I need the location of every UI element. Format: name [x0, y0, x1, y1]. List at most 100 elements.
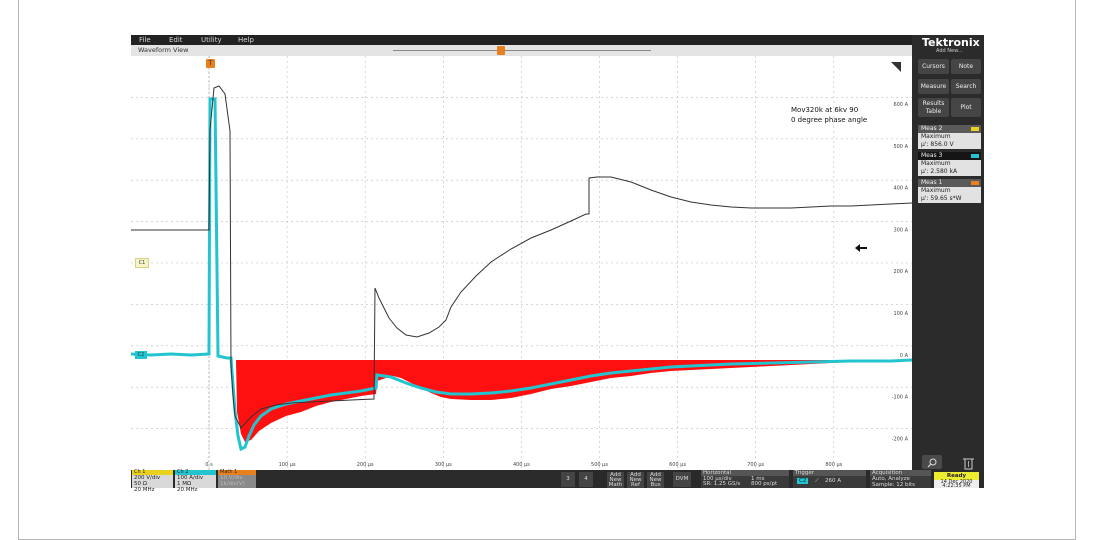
- channel-4-button[interactable]: 4: [579, 472, 593, 487]
- meas-1-badge[interactable]: Meas 1 Maximum μ': 59.65 s*W: [918, 179, 981, 203]
- acquisition-mode: Auto, Analyze: [872, 476, 910, 482]
- date-time: 14 Dec 2020 4:22:35 PM: [934, 479, 979, 489]
- trash-icon: [963, 458, 974, 470]
- meas-1-value: μ': 59.65 s*W: [921, 195, 962, 202]
- trigger-title: Trigger: [793, 470, 866, 476]
- time-axis-labels: 0 s 100 µs 200 µs 300 µs 400 µs 500 µs 600 µs 7…: [205, 462, 842, 468]
- ch1-impedance: 50 Ω: [134, 481, 147, 487]
- horizontal-sample-rate: SR: 1.25 GS/s: [703, 481, 741, 487]
- add-new-ref-button[interactable]: Add New Ref: [627, 472, 644, 488]
- acquisition-sample: Sample: 12 bits: [872, 482, 916, 488]
- ch1-ground-marker[interactable]: C1: [135, 258, 149, 268]
- axis-label: 500 A: [893, 144, 908, 150]
- overview-position-handle[interactable]: [497, 46, 505, 55]
- horizontal-badge[interactable]: Horizontal 100 µs/div 1 ms SR: 1.25 GS/s 8…: [701, 470, 789, 488]
- meas-1-type: Maximum: [921, 187, 951, 194]
- axis-label: 100 A: [893, 311, 908, 317]
- meas-1-name: Meas 1: [921, 179, 943, 186]
- waveform-plot[interactable]: 600 A 500 A 400 A 300 A 200 A 100 A 0 A -100 A -…: [131, 56, 912, 470]
- meas-2-type: Maximum: [921, 133, 951, 140]
- add-ref-label-3: Ref: [631, 482, 640, 488]
- ch2-title: Ch 2: [175, 470, 216, 475]
- axis-label: 300 A: [893, 227, 908, 233]
- ch1-badge[interactable]: Ch 1 200 V/div 50 Ω 20 MHz: [132, 470, 173, 493]
- ch2-scale: 100 A/div: [177, 475, 204, 481]
- plot-button[interactable]: Plot: [951, 98, 981, 117]
- add-math-label-2: New: [609, 477, 622, 483]
- settings-bar: Ch 1 200 V/div 50 Ω 20 MHz Ch 2 100 A/di…: [131, 470, 984, 493]
- zoom-button[interactable]: [922, 455, 942, 469]
- math1-title: Math 1: [218, 470, 256, 475]
- trigger-level: 260 A: [825, 478, 842, 484]
- waveform-canvas: 600 A 500 A 400 A 300 A 200 A 100 A 0 A -100 A -…: [131, 56, 912, 470]
- search-button[interactable]: Search: [951, 79, 981, 94]
- add-bus-label-1: Add: [650, 472, 661, 478]
- add-new-math-button[interactable]: Add New Math: [607, 472, 624, 488]
- status-date: 14 Dec 2020: [940, 479, 973, 485]
- meas-3-type: Maximum: [921, 160, 951, 167]
- status-time: 4:22:35 PM: [942, 483, 971, 489]
- axis-label: 200 A: [893, 269, 908, 275]
- ch2-bandwidth: 20 MHz: [177, 487, 198, 493]
- time-label: 200 µs: [357, 462, 374, 468]
- acquisition-title: Acquisition: [870, 470, 931, 476]
- ch2-impedance: 1 MΩ: [177, 481, 192, 487]
- dvm-button[interactable]: DVM: [673, 472, 691, 487]
- ch1-scale: 200 V/div: [134, 475, 161, 481]
- trigger-source: C2: [797, 478, 809, 484]
- meas-1-color-chip: [971, 181, 979, 185]
- ch1-bandwidth: 20 MHz: [134, 487, 155, 493]
- trigger-slope-icon: ⟋: [815, 478, 819, 484]
- horizontal-resolution: 800 ps/pt: [751, 481, 778, 487]
- channel-3-button[interactable]: 3: [561, 472, 575, 487]
- current-waveform-trace: [131, 97, 912, 452]
- menu-utility[interactable]: Utility: [201, 36, 222, 44]
- menu-file[interactable]: File: [139, 36, 151, 44]
- axis-label: 0 A: [900, 353, 909, 359]
- meas-2-color-chip: [971, 127, 979, 131]
- menu-help[interactable]: Help: [238, 36, 254, 44]
- time-label: 700 µs: [747, 462, 764, 468]
- trigger-position-marker[interactable]: T: [206, 59, 215, 68]
- measure-button[interactable]: Measure: [918, 79, 949, 94]
- menu-edit[interactable]: Edit: [169, 36, 183, 44]
- meas-2-badge[interactable]: Meas 2 Maximum μ': 856.0 V: [918, 125, 981, 149]
- trigger-badge[interactable]: Trigger C2 ⟋ 260 A: [793, 470, 866, 488]
- graticule: [131, 56, 912, 470]
- add-ref-label-2: New: [629, 477, 642, 483]
- record-overview[interactable]: [131, 45, 912, 56]
- ch2-ground-marker[interactable]: C2: [135, 351, 147, 359]
- add-math-label-1: Add: [610, 472, 621, 478]
- ch2-badge[interactable]: Ch 2 100 A/div 1 MΩ 20 MHz: [175, 470, 216, 493]
- acquisition-badge[interactable]: Acquisition Auto, Analyze Sample: 12 bit…: [870, 470, 931, 488]
- add-new-bus-button[interactable]: Add New Bus: [647, 472, 664, 488]
- voltage-waveform-trace: [131, 85, 912, 429]
- zoom-icon: [927, 458, 937, 468]
- meas-3-badge[interactable]: Meas 3 Maximum μ': 2.580 kA: [918, 152, 981, 176]
- waveform-view-bar: Waveform View: [131, 45, 912, 56]
- results-table-label-1: Results: [922, 100, 945, 107]
- meas-3-name: Meas 3: [921, 152, 943, 159]
- add-new-label[interactable]: Add New...: [936, 48, 963, 54]
- annotation-line-2: 0 degree phase angle: [791, 116, 867, 124]
- trash-button[interactable]: [958, 455, 978, 470]
- cursors-button[interactable]: Cursors: [918, 59, 949, 74]
- math1-scale-2: 1k/div(V): [220, 481, 245, 487]
- axis-label: -200 A: [892, 436, 909, 442]
- horizontal-title: Horizontal: [701, 470, 789, 476]
- right-axis-labels: 600 A 500 A 400 A 300 A 200 A 100 A 0 A -100 A -…: [892, 102, 909, 442]
- time-label: 800 µs: [825, 462, 842, 468]
- note-button[interactable]: Note: [951, 59, 981, 74]
- horizontal-duration: 1 ms: [751, 476, 765, 482]
- results-table-button[interactable]: Results Table: [918, 98, 949, 117]
- math1-badge[interactable]: Math 1 10 V/div 1k/div(V): [218, 470, 256, 488]
- add-ref-label-1: Add: [630, 472, 641, 478]
- side-panel: Tektronix Add New... Cursors Note Measur…: [912, 35, 984, 470]
- waveform-view-title: Waveform View: [138, 46, 189, 54]
- reference-arrow-icon: [855, 244, 860, 252]
- corner-fold-icon[interactable]: [891, 62, 901, 72]
- axis-label: 400 A: [893, 186, 908, 192]
- ch1-title: Ch 1: [132, 470, 173, 475]
- results-table-label-2: Table: [925, 108, 942, 115]
- add-math-label-3: Math: [608, 482, 623, 488]
